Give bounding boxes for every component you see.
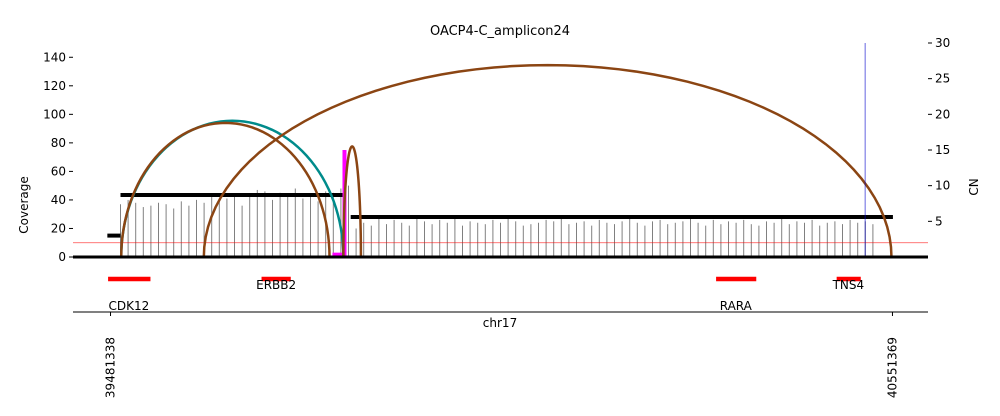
- left-tick-label: 0: [58, 250, 66, 264]
- x-axis-label: chr17: [483, 316, 517, 330]
- x-tick-label: 39481338: [104, 337, 118, 398]
- right-tick-label: 10: [935, 179, 950, 193]
- left-tick-label: 80: [51, 136, 66, 150]
- breakpoint-arcs-layer: [119, 63, 893, 258]
- gene-label: CDK12: [109, 299, 150, 313]
- right-tick-label: 5: [935, 214, 943, 228]
- left-tick-label: 100: [43, 107, 66, 121]
- left-tick-label: 60: [51, 164, 66, 178]
- x-tick-label: 40551369: [885, 337, 899, 398]
- breakpoint-arc: [202, 63, 893, 258]
- right-tick-label: 25: [935, 72, 950, 86]
- left-tick-label: 40: [51, 193, 66, 207]
- gene-label: ERBB2: [256, 278, 296, 292]
- left-tick-label: 20: [51, 221, 66, 235]
- breakpoint-arc: [119, 121, 331, 258]
- axes-layer: 0 20 40 60 80 100 120 140 5 10 15 20 25 30: [43, 36, 950, 264]
- gene-label: TNS4: [832, 278, 865, 292]
- right-tick-label: 20: [935, 107, 950, 121]
- breakpoint-arc: [342, 145, 363, 258]
- gene-track-layer: CDK12 ERBB2 RARA TNS4 39481338 40551369: [73, 276, 928, 398]
- chart-title: OACP4-C_amplicon24: [430, 24, 570, 39]
- right-tick-label: 30: [935, 36, 950, 50]
- left-tick-label: 120: [43, 79, 66, 93]
- left-tick-label: 140: [43, 50, 66, 64]
- copy-number-layer: [107, 192, 893, 238]
- left-axis-label: Coverage: [17, 176, 31, 234]
- gene-label: RARA: [720, 299, 753, 313]
- right-tick-label: 15: [935, 143, 950, 157]
- right-axis-label: CN: [967, 178, 981, 195]
